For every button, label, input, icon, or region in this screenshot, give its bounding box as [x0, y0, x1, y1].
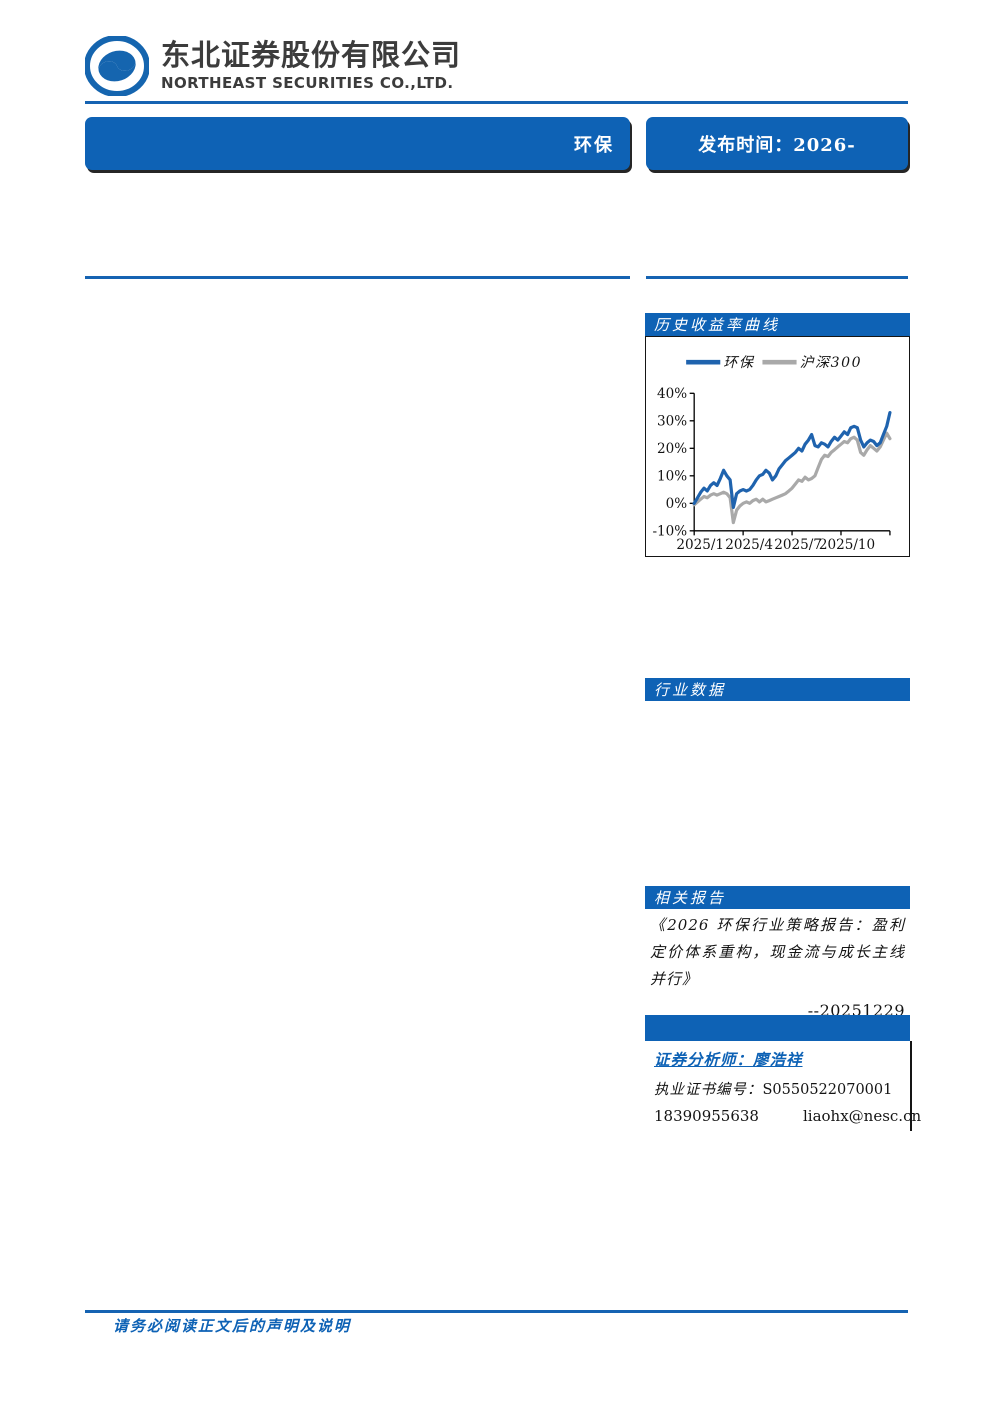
analyst-section-bar	[645, 1015, 910, 1041]
industry-tag-label: 环保	[574, 134, 614, 156]
company-logo: 东北证券股份有限公司 NORTHEAST SECURITIES CO.,LTD.	[85, 36, 461, 96]
left-column-divider	[85, 276, 630, 279]
company-name-cn: 东北证券股份有限公司	[161, 38, 462, 73]
publish-date-bar: 发布时间：2026-	[646, 117, 908, 170]
svg-text:2025/10: 2025/10	[819, 537, 875, 553]
footer-disclaimer: 请务必阅读正文后的声明及说明	[113, 1317, 352, 1335]
related-reports-header: 相关报告	[645, 886, 910, 909]
chart-section-header: 历史收益率曲线	[645, 313, 910, 336]
svg-text:环保: 环保	[723, 355, 755, 371]
chart-section-title: 历史收益率曲线	[654, 316, 781, 334]
svg-text:2025/7: 2025/7	[774, 537, 822, 553]
svg-text:0%: 0%	[666, 496, 688, 512]
svg-text:10%: 10%	[657, 468, 687, 484]
analyst-license: 执业证书编号：S0550522070001	[654, 1078, 904, 1099]
industry-data-header: 行业数据	[645, 678, 910, 701]
analyst-license-value: S0550522070001	[762, 1082, 893, 1098]
svg-text:-10%: -10%	[652, 523, 687, 539]
industry-tag-bar: 环保	[85, 117, 630, 170]
related-report-item: 《2026 环保行业策略报告：盈利定价体系重构，现金流与成长主线并行》 --20…	[645, 912, 910, 1020]
analyst-name: 证券分析师：廖浩祥	[654, 1050, 803, 1069]
svg-text:2025/4: 2025/4	[725, 537, 773, 553]
analyst-contact: 18390955638 liaohx@nesc.cn	[654, 1107, 921, 1125]
header-rule	[85, 101, 908, 104]
company-name: 东北证券股份有限公司 NORTHEAST SECURITIES CO.,LTD.	[161, 38, 462, 92]
industry-data-title: 行业数据	[654, 681, 727, 699]
svg-text:沪深300: 沪深300	[800, 355, 862, 371]
right-column-divider	[646, 276, 908, 279]
related-report-title: 《2026 环保行业策略报告：盈利定价体系重构，现金流与成长主线并行》	[650, 916, 905, 988]
svg-text:20%: 20%	[657, 441, 687, 457]
publish-date-label: 发布时间：2026-	[698, 134, 856, 156]
related-reports-title: 相关报告	[654, 889, 727, 907]
company-logo-icon	[85, 36, 149, 96]
svg-text:30%: 30%	[657, 413, 687, 429]
company-name-en: NORTHEAST SECURITIES CO.,LTD.	[161, 73, 454, 92]
footer-rule	[85, 1310, 908, 1313]
analyst-phone: 18390955638	[654, 1107, 759, 1125]
analyst-license-label: 执业证书编号：	[654, 1082, 763, 1098]
analyst-info: 证券分析师：廖浩祥 执业证书编号：S0550522070001 18390955…	[645, 1041, 921, 1131]
returns-line-chart: 环保 沪深300 40% 30% 20% 10% 0% -10% 2025/1 2025/4 202…	[645, 336, 910, 557]
svg-text:40%: 40%	[657, 386, 687, 402]
analyst-email: liaohx@nesc.cn	[802, 1107, 922, 1125]
svg-text:2025/1: 2025/1	[676, 537, 724, 553]
